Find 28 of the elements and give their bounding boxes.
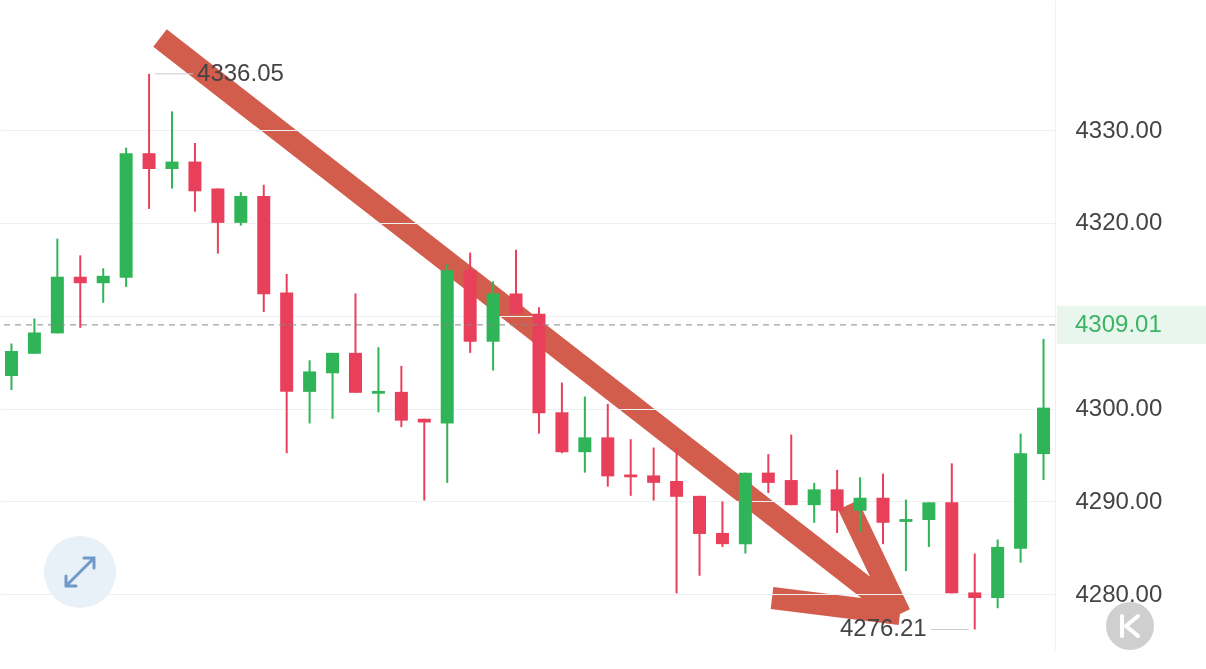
candlestick [899,498,913,573]
candlestick [27,317,41,355]
candlestick [922,501,936,548]
candlestick [303,359,317,425]
candlestick [73,254,87,329]
candlestick [326,351,340,420]
annotation: 4276.21 [839,614,927,642]
y-tick-label: 4320.00 [1075,208,1163,236]
candlestick [807,481,821,524]
candlestick [968,552,982,631]
candlestick [509,248,523,315]
candlestick [165,110,179,190]
y-tick-label: 4330.00 [1075,115,1163,143]
candlestick [715,500,729,548]
candlestick [647,446,661,502]
candlestick [670,446,684,595]
candlestick [371,346,385,414]
candlestick [96,267,110,304]
candlestick [761,453,775,495]
candlestick [142,72,156,210]
candlestick [417,417,431,502]
ref-line-label: 4309.01 [1075,309,1162,337]
candlestick [578,395,592,474]
y-tick-label: 4290.00 [1075,486,1163,514]
candlestick [830,468,844,534]
candlestick [853,476,867,534]
y-tick-label: 4280.00 [1075,579,1163,607]
y-tick-label: 4300.00 [1075,394,1163,422]
